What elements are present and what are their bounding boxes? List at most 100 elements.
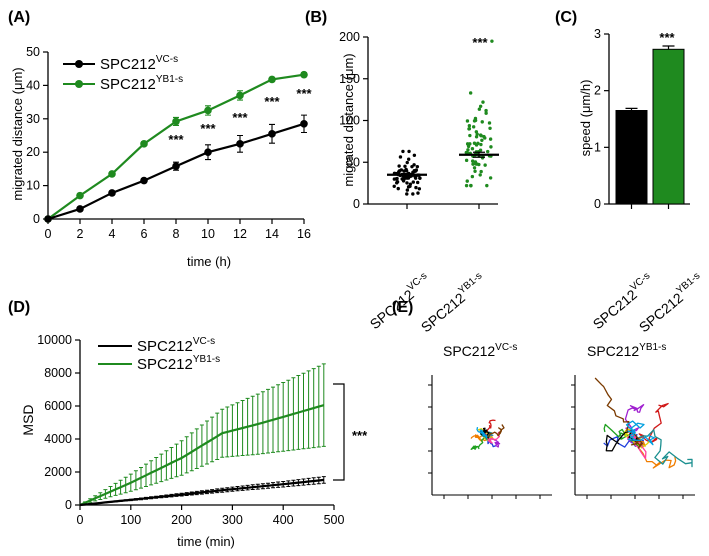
panel-a-data-point (268, 130, 276, 138)
panel-b-y-tick-label: 0 (353, 197, 360, 211)
panel-a-x-tick-label: 0 (45, 227, 52, 241)
panel-a-data-point (204, 106, 212, 115)
panel-b-data-point (486, 149, 490, 154)
panel-a-x-tick-label: 12 (233, 227, 247, 241)
panel-c-y-tick-label: 3 (594, 27, 601, 41)
panel-b-data-point (414, 168, 419, 172)
panel-d-y-axis-title: MSD (20, 404, 36, 435)
panel-d-y-tick-label: 0 (65, 498, 72, 512)
panel-b-data-point (464, 158, 469, 163)
panel-d-significance-bracket (333, 383, 345, 481)
panel-b-data-point (473, 116, 478, 121)
panel-b-data-point (468, 133, 472, 138)
panel-b-error-bar (473, 151, 485, 158)
legend-marker-yb1 (75, 80, 83, 88)
panel-d-x-tick-label: 200 (171, 513, 192, 527)
panel-e-track (479, 431, 494, 441)
legend-label-yb1: SPC212YB1-s (100, 74, 183, 93)
panel-b-data-point (410, 164, 414, 169)
panel-c-y-tick-label: 2 (594, 84, 601, 98)
legend-marker-vc (75, 60, 83, 68)
panel-a-significance: *** (264, 94, 280, 109)
panel-a-data-point (172, 162, 180, 171)
panel-b-significance: *** (472, 35, 488, 50)
panel-b-data-point (395, 180, 400, 184)
panel-a-x-tick-label: 8 (173, 227, 180, 241)
panel-b-data-point (405, 181, 409, 185)
panel-b-data-point (416, 180, 420, 185)
panel-a-y-tick-label: 20 (26, 145, 40, 159)
panel-e-track (594, 377, 643, 449)
panel-a-x-axis-title: time (h) (187, 254, 231, 269)
panel-b-data-point (480, 138, 484, 142)
panel-label-d: (D) (8, 299, 30, 316)
panel-b-data-point (394, 177, 398, 181)
panel-d-axes: 0 2000 4000 6000 8000 10000 0 100 200 300 400 500 (37, 333, 344, 527)
panel-a-x-tick-label: 10 (201, 227, 215, 241)
panel-a-data-point (236, 91, 244, 100)
panel-d-x-tick-label: 100 (120, 513, 141, 527)
panel-b-data-point (470, 159, 475, 163)
panel-b-data-point (468, 142, 472, 146)
panel-d-y-tick-label: 8000 (44, 366, 72, 380)
panel-c-y-tick-label: 0 (594, 197, 601, 211)
panel-b-data-point (411, 192, 415, 196)
panel-b-data-point (471, 162, 475, 166)
panel-b-data-point (414, 185, 418, 190)
panel-d-msd-chart: 0 2000 4000 6000 8000 10000 0 100 200 300 400 500 t… (20, 333, 368, 549)
panel-b-data-point (466, 144, 471, 149)
panel-b-data-point (483, 136, 487, 140)
legend-label-vc: SPC212VC-s (137, 336, 215, 355)
panel-b-data-point (397, 170, 401, 174)
panel-b-data-point (392, 184, 396, 188)
panel-c-bar-yb1 (652, 48, 685, 205)
panel-b-data-point (470, 146, 475, 151)
panel-b-data-point (479, 169, 483, 174)
panel-b-data-point (474, 162, 478, 166)
panel-d-x-tick-label: 300 (222, 513, 243, 527)
panel-b-data-point (405, 188, 410, 192)
panel-e-tracks (470, 377, 693, 469)
panel-b-data-point (467, 127, 472, 131)
panel-b-data-point (407, 157, 411, 161)
panel-b-axes: 0 50 100 150 200 (339, 30, 498, 211)
panel-a-y-tick-label: 40 (26, 78, 40, 92)
panel-a-axes: 0 10 20 30 40 50 0 2 4 6 8 10 12 14 16 (26, 45, 311, 241)
panel-label-e: (E) (392, 299, 413, 316)
panel-label-b: (B) (305, 9, 327, 26)
panel-d-series-line-vc (79, 478, 324, 507)
panel-b-data-point (405, 192, 409, 196)
panel-b-data-point (471, 125, 476, 129)
panel-a-data-point (300, 120, 308, 128)
panel-b-data-point (472, 141, 477, 145)
panel-b-data-point (403, 164, 407, 168)
panel-b-data-point (488, 176, 493, 180)
panel-b-data-point (478, 173, 482, 177)
panel-b-data-point (397, 164, 401, 168)
panel-a-data-point (108, 170, 116, 178)
panel-b-data-point (398, 155, 403, 159)
panel-d-x-tick-label: 400 (273, 513, 294, 527)
panel-b-data-point (489, 145, 493, 149)
panel-b-data-point (480, 120, 484, 124)
panel-e-title-vc: SPC212VC-s (443, 342, 517, 359)
legend-label-yb1: SPC212YB1-s (137, 354, 220, 373)
panel-b-data-point (415, 164, 420, 169)
panel-a-y-tick-label: 10 (26, 179, 40, 193)
panel-b-data-point (488, 137, 493, 141)
panel-a-data-point (140, 140, 148, 148)
panel-a-legend: SPC212VC-s SPC212YB1-s (63, 54, 183, 93)
panel-d-significance: *** (352, 428, 368, 443)
panel-c-marks (615, 45, 685, 205)
panel-b-data-point (400, 177, 404, 181)
panel-b-data-point (412, 153, 417, 157)
panel-d-y-tick-label: 6000 (44, 399, 72, 413)
panel-a-data-point (204, 148, 212, 156)
panel-d-marks (79, 363, 326, 507)
panel-b-data-point (490, 39, 494, 43)
panel-b-data-point (404, 167, 408, 172)
panel-b-data-point (465, 119, 470, 123)
panel-e-track (486, 424, 505, 438)
legend-label-vc: SPC212VC-s (100, 54, 178, 73)
